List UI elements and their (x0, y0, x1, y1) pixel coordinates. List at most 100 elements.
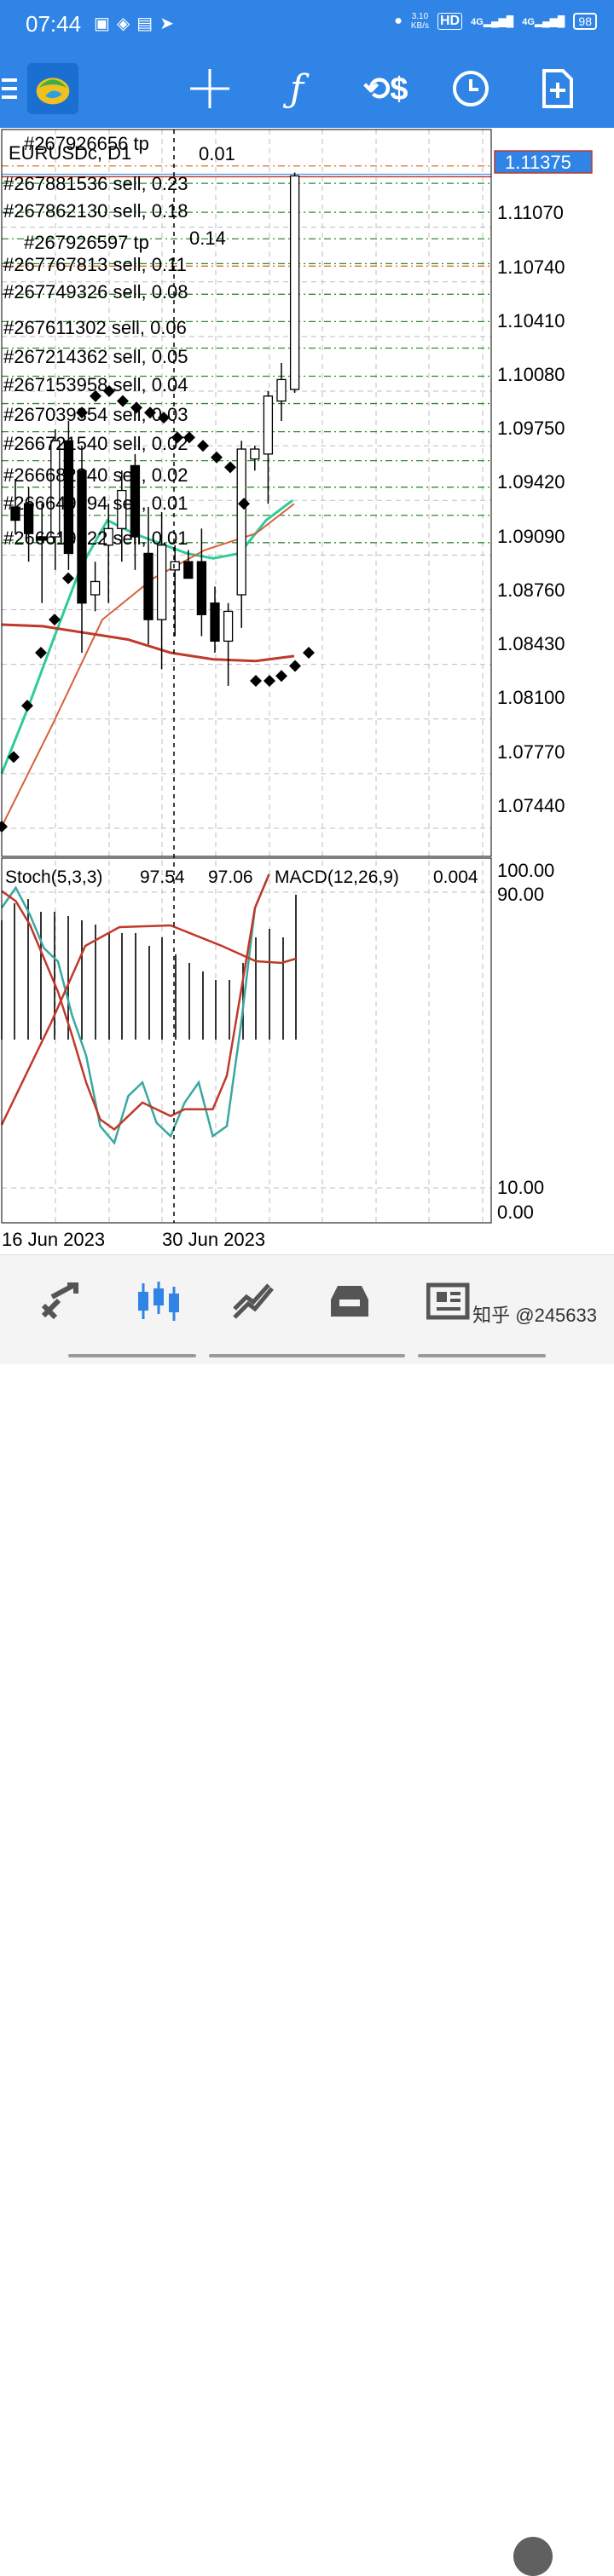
home-indicator (209, 1354, 405, 1357)
candle-body (289, 175, 300, 390)
sar-dot (264, 675, 275, 688)
order-label: #267214362 sell, 0.05 (3, 346, 188, 367)
home-indicator (68, 1354, 196, 1357)
map-notification-icon: ◈ (116, 14, 137, 33)
hd-badge: HD (437, 13, 463, 30)
current-price-label: 1.11375 (505, 152, 571, 173)
crosshair-icon[interactable] (184, 63, 235, 114)
order-label: #266649394 sell, 0.01 (3, 493, 188, 514)
order-label: #266721540 sell, 0.02 (3, 433, 188, 454)
sar-dot (158, 412, 170, 424)
sar-dot (238, 498, 250, 510)
date-label: 16 Jun 2023 (2, 1229, 105, 1250)
oscillator-pane-border (1, 857, 492, 1224)
sar-dot (275, 670, 287, 683)
macd-value: 0.004 (433, 867, 478, 887)
price-tick: 1.10080 (497, 364, 565, 385)
sar-dot (49, 614, 61, 626)
nav-quotes-icon[interactable] (34, 1276, 89, 1327)
new-order-icon[interactable] (532, 63, 583, 114)
osc-tick: 10.00 (497, 1177, 544, 1198)
app-notification-icon: ▣ (94, 14, 117, 33)
menu-icon[interactable] (0, 63, 20, 114)
order-label: #266619922 sell, 0.01 (3, 527, 188, 549)
candle-body (196, 561, 207, 615)
sar-dot (211, 451, 223, 464)
candle-body (117, 489, 127, 529)
candle-body (143, 552, 154, 620)
objects-icon[interactable]: ⟲$ (362, 71, 408, 107)
sar-dot (289, 660, 301, 672)
price-tick: 1.10740 (497, 256, 565, 278)
slow-ma-line (1, 623, 295, 663)
symbol-label: EURUSDc, D1 (9, 142, 131, 164)
price-tick: 1.09420 (497, 471, 565, 493)
order-label: #267153958 sell, 0.04 (3, 374, 188, 395)
nav-history-icon[interactable] (322, 1276, 377, 1327)
candle-body (130, 464, 141, 538)
osc-tick: 0.00 (497, 1202, 534, 1223)
signal-bars-icon: ▂▄▆█ (534, 15, 565, 27)
sar-dot (117, 395, 129, 407)
sar-dot (62, 572, 74, 585)
order-label: #266682340 sell, 0.02 (3, 464, 188, 486)
candle-body (103, 527, 113, 546)
price-tick: 1.08100 (497, 687, 565, 708)
osc-tick: 100.00 (497, 860, 554, 881)
candle-body (37, 536, 47, 541)
nav-messages-icon[interactable] (421, 1276, 476, 1327)
osc-tick: 90.00 (497, 884, 544, 905)
candle-body (210, 602, 220, 643)
sar-dot (224, 461, 236, 474)
sar-dot (90, 389, 101, 402)
stoch-value-2: 97.06 (208, 867, 253, 887)
price-tick: 1.10410 (497, 310, 565, 331)
battery-indicator: 98 (573, 13, 597, 30)
candle-body (183, 561, 194, 579)
candle-body (250, 448, 260, 460)
price-tick: 1.08430 (497, 633, 565, 654)
sar-dot (35, 647, 47, 660)
price-chart[interactable]: EURUSDc, D1 1.11375 1.11070 1.10740 1.10… (0, 128, 614, 1254)
date-axis: 16 Jun 2023 30 Jun 2023 (2, 1229, 265, 1250)
order-label: #267862130 sell, 0.18 (3, 200, 188, 222)
metatrader-logo[interactable] (27, 63, 78, 114)
timeframe-icon[interactable] (445, 63, 496, 114)
chat-bubble-icon[interactable] (513, 2537, 553, 2576)
telegram-notification-icon: ➤ (159, 14, 181, 33)
candle-body (223, 610, 234, 643)
sar-dot (21, 700, 33, 712)
price-tick: 1.07440 (497, 795, 565, 816)
nav-chart-icon[interactable] (131, 1276, 186, 1327)
notification-icons: ▣◈▤➤ (94, 13, 181, 34)
stoch-title: Stoch(5,3,3) (5, 867, 102, 887)
mid-ma-line (1, 503, 295, 827)
toolbar: ƒ ⟲$ (0, 49, 614, 128)
order-label: #267767813 sell, 0.11 (3, 254, 187, 275)
stoch-value-1: 97.54 (140, 867, 185, 887)
candle-body (263, 395, 274, 455)
order-label: #267926597 tp (24, 232, 149, 253)
sar-dot (183, 431, 195, 444)
chart-area[interactable]: EURUSDc, D1 1.11375 1.11070 1.10740 1.10… (0, 128, 614, 1254)
stoch-main-line (0, 873, 270, 1145)
price-axis: 1.11070 1.10740 1.10410 1.10080 1.09750 … (497, 202, 565, 816)
order-label: #267926656 tp (24, 133, 149, 154)
candle-body (276, 378, 287, 402)
candle-body (23, 503, 34, 534)
candle-body (156, 545, 167, 620)
signal-2: 4G▂▄▆█ (522, 15, 565, 27)
date-label: 30 Jun 2023 (162, 1229, 265, 1250)
indicators-icon[interactable]: ƒ (289, 66, 304, 111)
candle-body (50, 440, 61, 538)
sar-dot (303, 647, 315, 660)
sar-dot (8, 751, 20, 764)
sar-dot (250, 675, 262, 688)
price-tick: 1.09090 (497, 526, 565, 547)
candle-body (90, 580, 101, 596)
sar-dot (103, 385, 115, 398)
order-label: #267749326 sell, 0.08 (3, 281, 188, 303)
nav-trade-icon[interactable] (227, 1276, 281, 1327)
macd-title: MACD(12,26,9) (275, 867, 399, 887)
price-tick: 1.08760 (497, 579, 565, 601)
